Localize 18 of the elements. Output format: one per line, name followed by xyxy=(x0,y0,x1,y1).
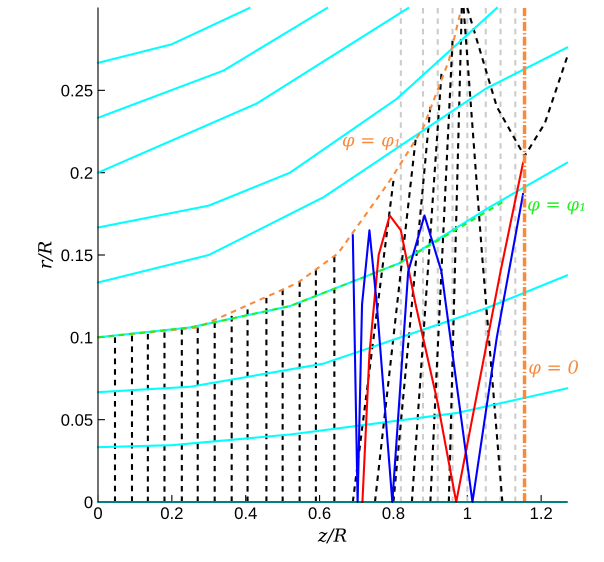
x-tick-label: 0.4 xyxy=(234,507,257,520)
y-axis-title: r/R xyxy=(38,242,54,268)
x-tick-label: 1 xyxy=(464,507,472,519)
x-tick-label: 0 xyxy=(94,507,102,520)
y-tick-label: 0.25 xyxy=(61,84,92,97)
x-tick-label: 1.2 xyxy=(530,507,552,519)
y-tick-label: 0.1 xyxy=(70,332,92,344)
x-tick-label: 0.6 xyxy=(308,507,330,520)
x-tick-label: 0.2 xyxy=(160,507,183,520)
x-tick-label: 0.8 xyxy=(382,507,404,520)
y-tick-label: 0 xyxy=(84,496,92,508)
x-axis-title: z/R xyxy=(318,528,346,544)
annotation: φ = 0 xyxy=(529,360,578,378)
series-label: φ = φ₁ xyxy=(528,201,584,214)
y-tick-label: 0.2 xyxy=(70,167,92,179)
y-tick-label: 0.05 xyxy=(61,414,92,426)
y-tick-label: 0.15 xyxy=(61,249,92,262)
series-label: φ = φ₁ xyxy=(342,136,400,150)
